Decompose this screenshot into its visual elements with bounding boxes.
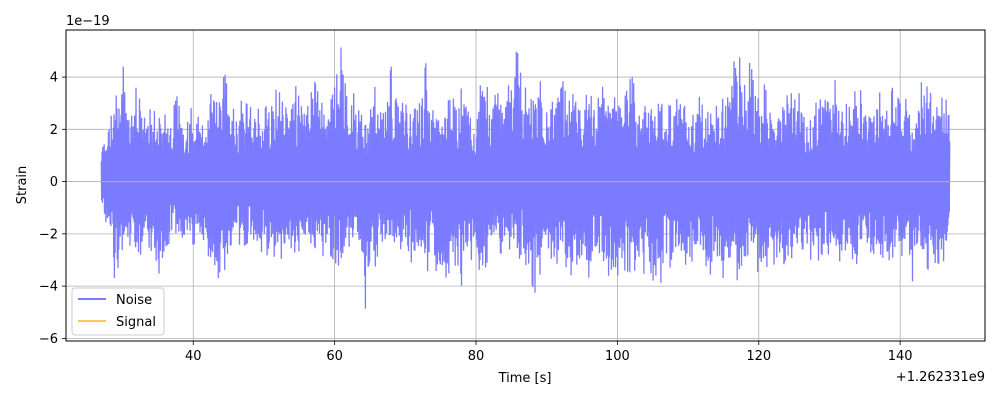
x-tick-label: 100 [605, 349, 630, 364]
series-noise [100, 47, 951, 309]
y-multiplier-label: 1e−19 [66, 14, 110, 29]
y-tick-label: −6 [39, 332, 58, 347]
y-tick-label: −2 [39, 227, 58, 242]
x-tick-label: 120 [746, 349, 771, 364]
x-tick-label: 80 [468, 349, 485, 364]
x-tick-label: 60 [326, 349, 343, 364]
x-offset-label: +1.262331e9 [896, 370, 985, 385]
legend-label-noise: Noise [116, 293, 152, 308]
y-axis-label: Strain [15, 166, 30, 205]
x-tick-label: 40 [185, 349, 202, 364]
y-tick-label: 2 [50, 123, 58, 138]
noise-line [100, 47, 951, 309]
legend-label-signal: Signal [116, 315, 156, 330]
y-tick-label: 4 [50, 71, 58, 86]
legend: Noise Signal [71, 287, 165, 336]
y-axis-ticks: −6 −4 −2 0 2 4 [39, 71, 66, 347]
x-tick-label: 140 [888, 349, 913, 364]
x-axis-label: Time [s] [498, 371, 552, 386]
y-tick-label: −4 [39, 280, 58, 295]
y-tick-label: 0 [50, 175, 58, 190]
plot-frame [65, 29, 986, 342]
x-axis-ticks: 40 60 80 100 120 140 [185, 341, 913, 364]
